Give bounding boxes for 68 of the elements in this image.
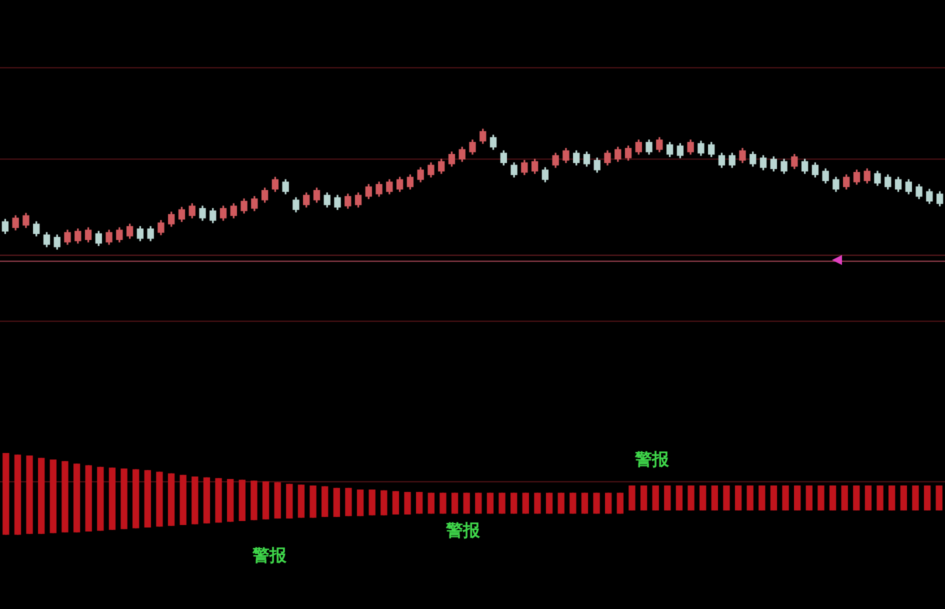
candlestick [640,485,648,510]
candlestick [62,461,68,532]
candlestick [534,492,541,514]
candlestick [333,488,340,517]
candlestick [345,488,352,516]
candlestick [688,485,694,510]
candlestick [440,492,446,514]
candlestick [746,485,754,510]
candlestick [841,485,848,510]
candlestick [120,468,128,530]
candlestick [593,492,600,514]
candlestick [900,485,907,510]
candlestick [144,470,151,528]
candlestick [758,485,766,510]
candlestick [274,482,281,519]
candlestick [392,491,400,514]
candlestick [806,485,812,510]
candlestick [298,484,305,518]
candlestick [416,492,423,514]
candlestick [711,485,718,510]
candlestick [156,472,163,527]
candlestick [238,480,246,521]
candlestick [652,485,659,510]
annotation: 警报 [445,521,482,542]
candlestick [498,492,506,514]
candlestick [676,485,683,510]
candlestick [829,485,836,510]
candlestick [215,478,222,523]
candlestick [180,474,186,526]
candlestick [168,473,175,526]
candlestick [888,485,896,510]
candlestick [628,485,636,510]
annotation: 警报 [634,450,670,470]
candlestick [876,485,884,510]
text: 警报 [251,546,288,566]
candlestick [310,485,316,518]
candlestick [664,485,671,510]
candlestick [770,485,778,510]
candlestick [404,492,411,514]
candlestick [734,485,742,510]
candlestick [97,466,104,531]
candlestick [723,485,730,510]
candlestick [700,485,706,510]
candlestick [912,485,919,510]
candlestick [38,458,45,534]
candlestick [368,490,376,516]
candlestick [262,481,270,520]
candlestick [924,485,931,510]
candlestick [250,480,258,520]
candlestick [26,455,33,534]
candlestick [286,484,293,519]
candlestick [936,485,942,510]
candlestick [782,485,789,510]
candlestick [322,486,328,517]
candlestick [108,468,116,530]
candlestick [853,485,860,510]
candlestick [380,490,388,516]
candlestick [73,464,80,532]
candlestick [50,460,56,534]
candlestick [2,453,10,535]
candlestick [192,476,198,524]
candlestick [356,490,364,516]
candlestick [85,465,92,532]
candlestick [794,485,801,510]
candlestick [203,477,210,524]
candlestick [864,485,872,510]
candlestick [818,485,824,510]
candlestick [14,454,22,535]
